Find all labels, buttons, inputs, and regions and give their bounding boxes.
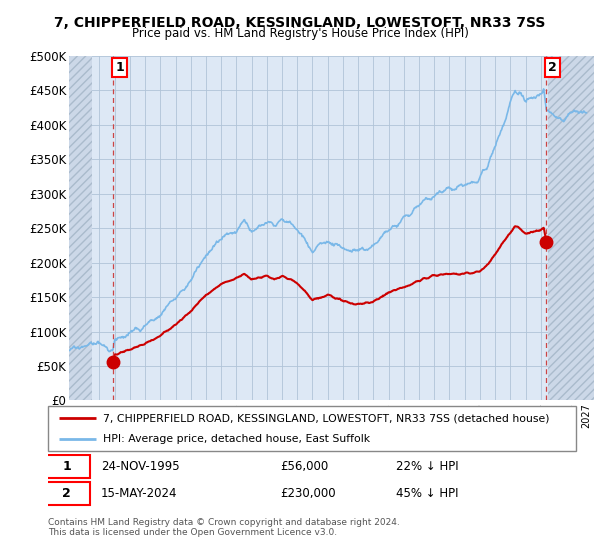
Text: £230,000: £230,000 — [280, 487, 336, 500]
FancyBboxPatch shape — [43, 455, 90, 478]
Text: 2: 2 — [62, 487, 71, 500]
Text: 2: 2 — [548, 61, 557, 74]
FancyBboxPatch shape — [48, 406, 576, 451]
Bar — [69, 56, 92, 400]
Text: £56,000: £56,000 — [280, 460, 329, 473]
Text: 24-NOV-1995: 24-NOV-1995 — [101, 460, 179, 473]
Text: 1: 1 — [115, 61, 124, 74]
Text: 1: 1 — [62, 460, 71, 473]
Text: 15-MAY-2024: 15-MAY-2024 — [101, 487, 178, 500]
Text: 7, CHIPPERFIELD ROAD, KESSINGLAND, LOWESTOFT, NR33 7SS (detached house): 7, CHIPPERFIELD ROAD, KESSINGLAND, LOWES… — [103, 413, 550, 423]
Text: Price paid vs. HM Land Registry's House Price Index (HPI): Price paid vs. HM Land Registry's House … — [131, 27, 469, 40]
Bar — [548, 56, 594, 400]
Bar — [69, 56, 92, 400]
Text: 7, CHIPPERFIELD ROAD, KESSINGLAND, LOWESTOFT, NR33 7SS: 7, CHIPPERFIELD ROAD, KESSINGLAND, LOWES… — [55, 16, 545, 30]
Text: HPI: Average price, detached house, East Suffolk: HPI: Average price, detached house, East… — [103, 433, 371, 444]
Text: 22% ↓ HPI: 22% ↓ HPI — [397, 460, 459, 473]
Bar — [548, 56, 594, 400]
Text: 45% ↓ HPI: 45% ↓ HPI — [397, 487, 459, 500]
Text: Contains HM Land Registry data © Crown copyright and database right 2024.
This d: Contains HM Land Registry data © Crown c… — [48, 518, 400, 538]
FancyBboxPatch shape — [43, 482, 90, 505]
